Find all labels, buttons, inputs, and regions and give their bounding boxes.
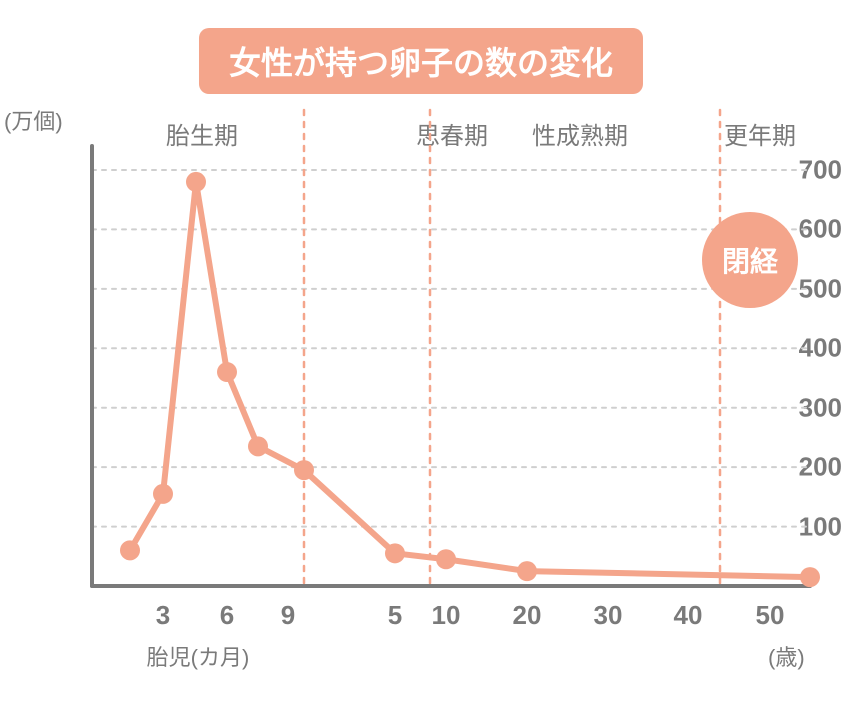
data-point-marker [120,540,140,560]
data-point-marker [248,436,268,456]
menopause-badge: 閉経 [702,212,798,308]
data-point-marker [800,567,820,587]
data-point-marker [186,172,206,192]
data-point-marker [294,460,314,480]
chart-container: 女性が持つ卵子の数の変化 (万個) 100200300400500600700 … [0,0,842,728]
menopause-badge-text: 閉経 [722,240,778,280]
plot-svg [0,0,842,728]
data-point-marker [153,484,173,504]
data-point-marker [385,543,405,563]
data-point-marker [517,561,537,581]
data-point-marker [217,362,237,382]
data-point-marker [436,549,456,569]
